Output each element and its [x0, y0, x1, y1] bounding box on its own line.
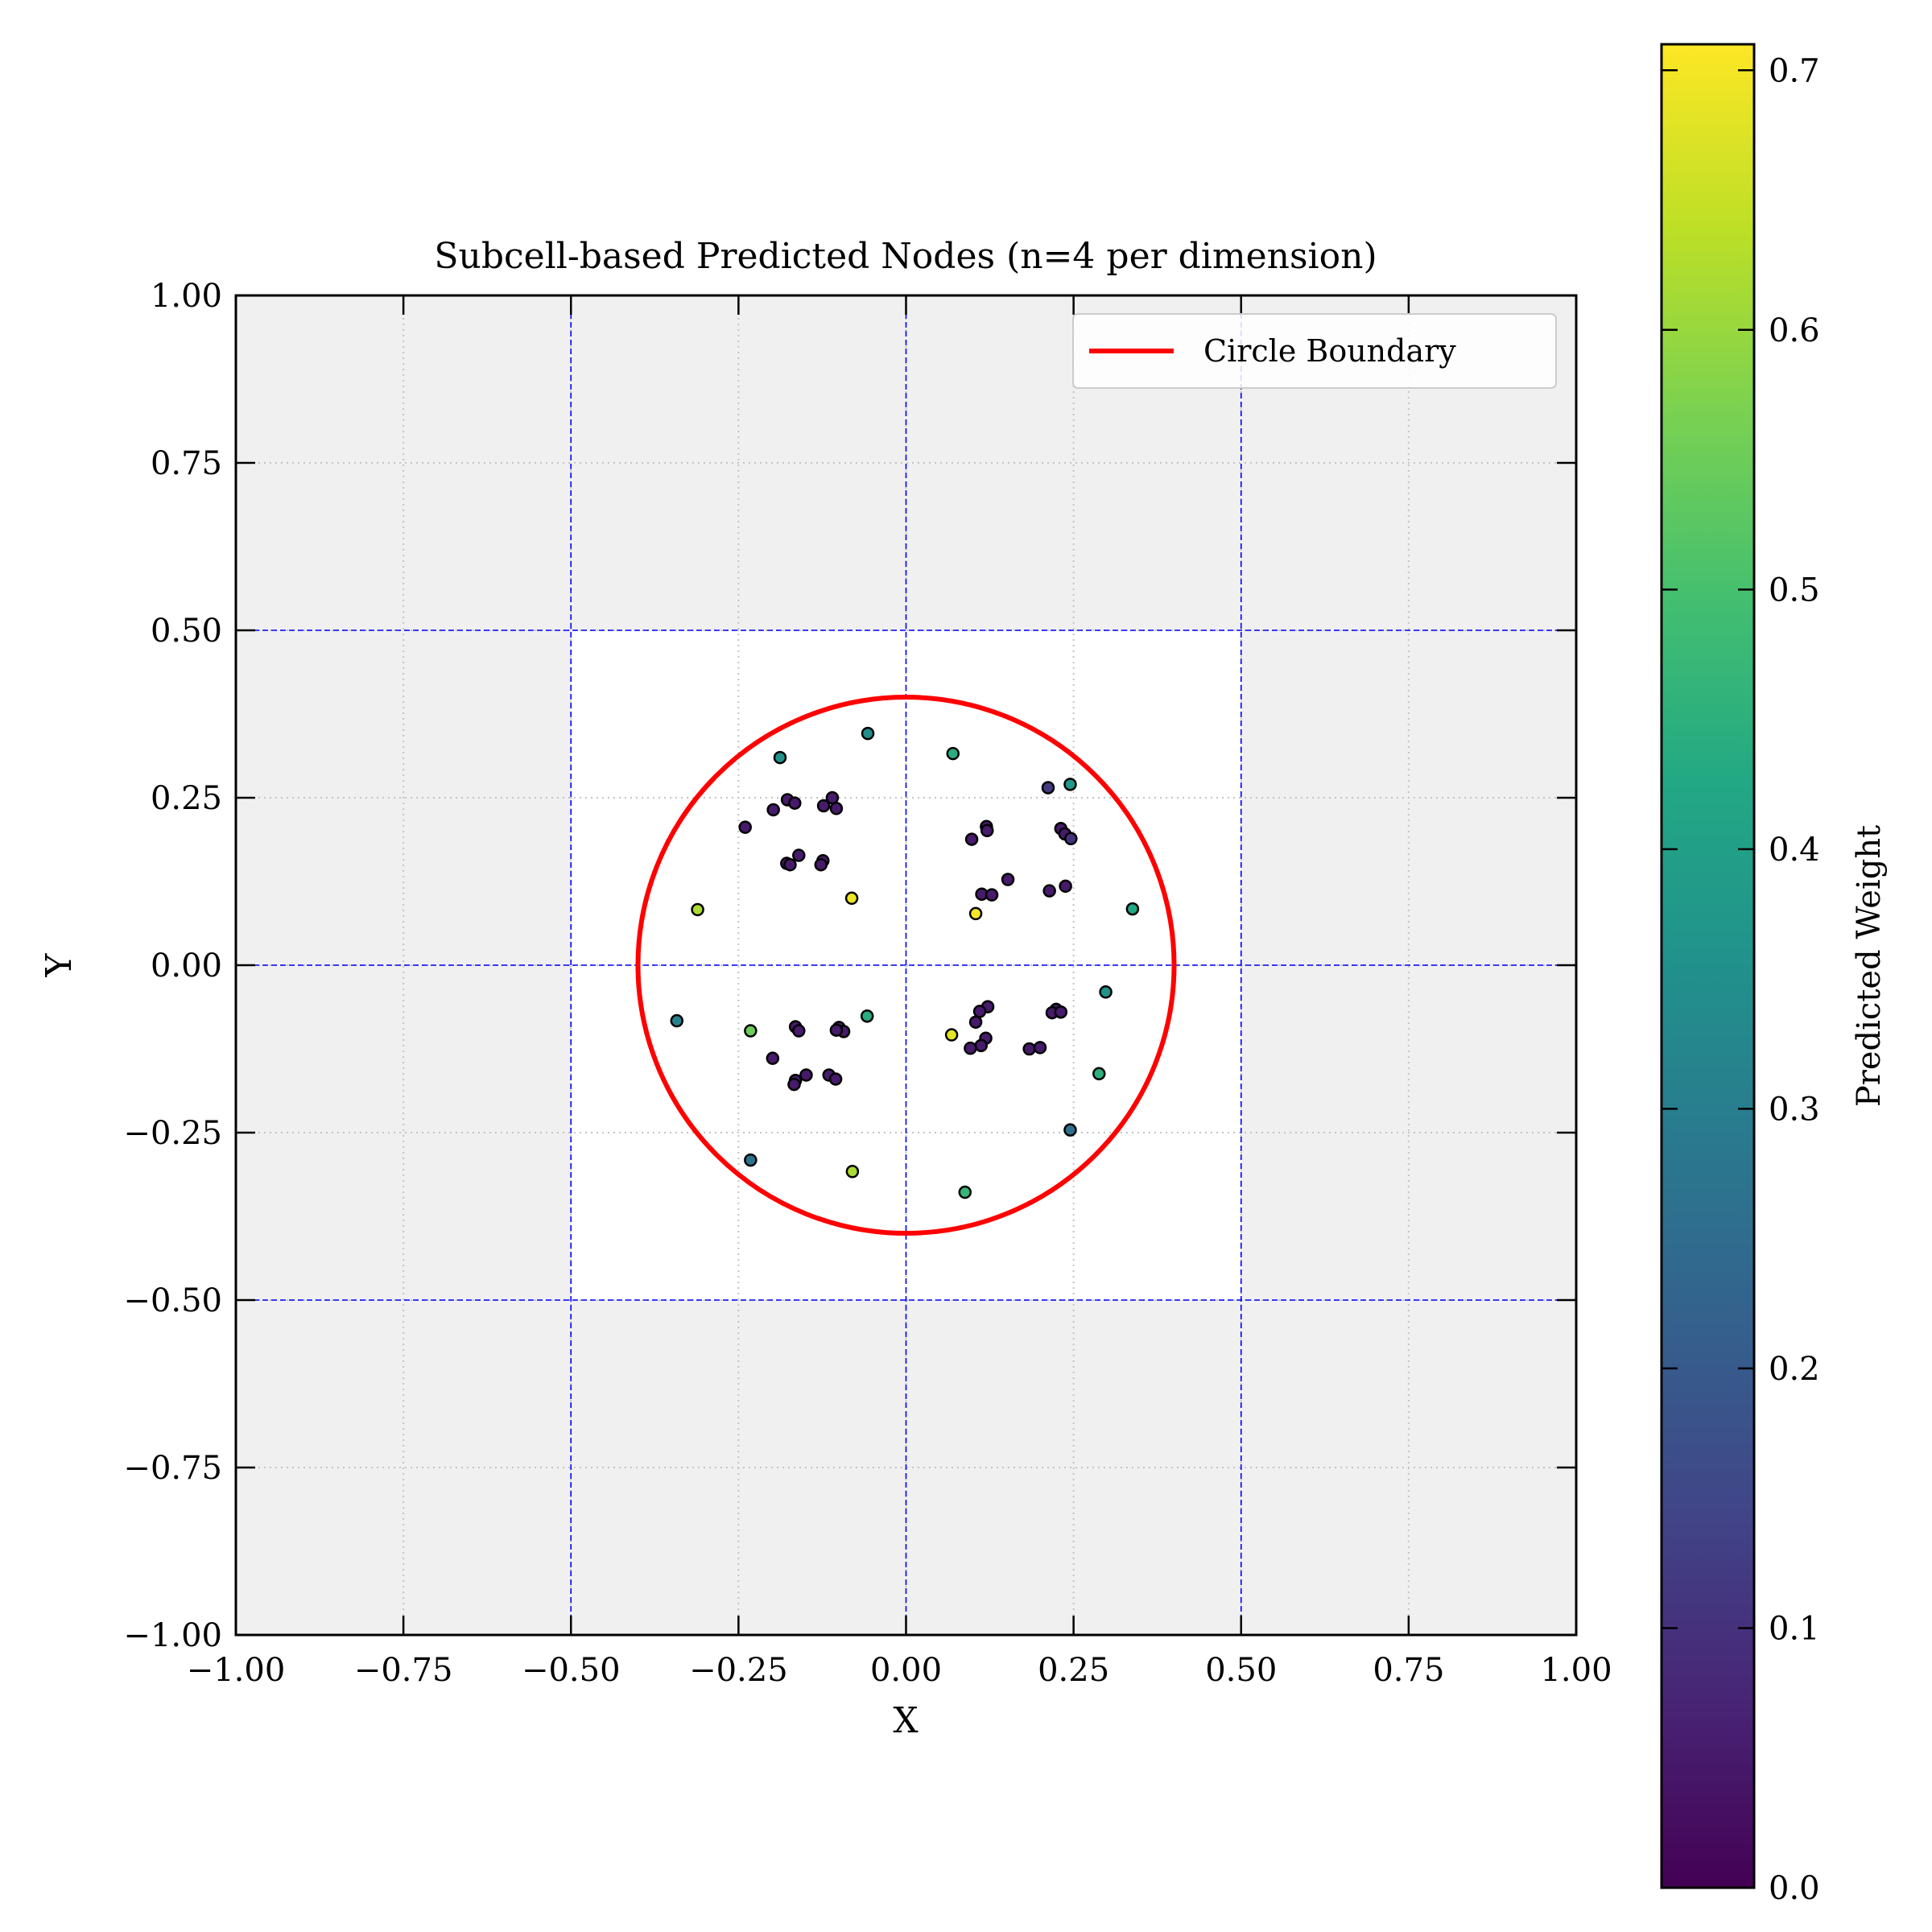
scatter-point [744, 1153, 758, 1167]
scatter-point [814, 857, 828, 872]
scatter-point [670, 1013, 684, 1028]
colorbar-ticks: 0.0 0.1 0.2 0.3 0.4 0.5 0.6 0.7 [1662, 52, 1820, 1907]
scatter-point [1041, 781, 1055, 795]
x-tick-label: −0.75 [354, 1652, 453, 1689]
scatter-point [974, 1038, 988, 1053]
scatter-point [958, 1185, 972, 1199]
legend: Circle Boundary [1072, 313, 1557, 389]
scatter-point [844, 891, 859, 906]
scatter-point [1064, 832, 1078, 846]
y-axis-label: Y [39, 953, 80, 978]
y-tick-label: 0.25 [151, 780, 222, 817]
scatter-point [1001, 873, 1015, 886]
y-tick-label: 0.50 [151, 613, 222, 650]
scatter-point [845, 1165, 860, 1179]
scatter-point [972, 1005, 987, 1018]
legend-box [1072, 313, 1557, 389]
scatter-point [1125, 902, 1140, 916]
scatter-point [1059, 879, 1072, 894]
scatter-point [783, 857, 797, 872]
scatter-point [799, 1068, 813, 1082]
y-tick-label: 0.00 [151, 947, 222, 985]
colorbar-tick-label: 0.1 [1769, 1610, 1820, 1647]
plot-area [234, 294, 1578, 1637]
scatter-point [968, 1015, 983, 1029]
scatter-point [1054, 1005, 1068, 1019]
y-tick-label: 1.00 [151, 278, 222, 315]
x-tick-labels: −1.00 −0.75 −0.50 −0.25 0.00 0.25 0.50 0.75 1.00 [187, 1652, 1612, 1689]
scatter-point [1063, 778, 1077, 791]
y-tick-label: −0.75 [123, 1450, 222, 1487]
colorbar-gradient [1660, 43, 1756, 1889]
x-tick-label: 0.25 [1038, 1652, 1109, 1689]
x-tick-label: 0.00 [870, 1652, 942, 1689]
colorbar-tick-label: 0.3 [1769, 1091, 1820, 1128]
x-axis-label: X [893, 1700, 919, 1741]
scatter-point [944, 1028, 959, 1042]
scatter-point [964, 832, 979, 846]
scatter-point [773, 750, 787, 765]
colorbar-tick-label: 0.0 [1769, 1870, 1820, 1907]
scatter-point [1092, 1067, 1106, 1081]
scatter-point [1042, 884, 1056, 898]
colorbar: 0.0 0.1 0.2 0.3 0.4 0.5 0.6 0.7 Predicted Weigh… [1660, 43, 1888, 1907]
legend-label-circle-boundary: Circle Boundary [1203, 333, 1456, 369]
scatter-point [861, 726, 875, 741]
scatter-point [1063, 1123, 1077, 1137]
scatter-point [829, 802, 844, 815]
scatter-point [828, 1072, 843, 1086]
scatter-point [792, 848, 806, 862]
x-tick-label: −0.25 [689, 1652, 788, 1689]
x-tick-label: −0.50 [522, 1652, 621, 1689]
y-tick-label: −0.25 [123, 1115, 222, 1152]
x-tick-label: −1.00 [187, 1652, 286, 1689]
scatter-point [691, 902, 704, 917]
scatter-point [860, 1009, 874, 1023]
scatter-point [1022, 1042, 1036, 1056]
scatter-point [980, 824, 994, 838]
y-tick-labels: −1.00 −0.75 −0.50 −0.25 0.00 0.25 0.50 0.75 1.00 [123, 278, 222, 1654]
scatter-point [829, 1023, 844, 1037]
scatter-point [787, 1077, 801, 1092]
scatter-point [816, 799, 831, 813]
scatter-point [766, 1051, 780, 1065]
y-tick-label: −0.50 [123, 1282, 222, 1319]
subcell-lines [236, 295, 1576, 1635]
scatter-point [792, 1024, 806, 1038]
scatter-point [738, 820, 752, 834]
scatter-point [1099, 985, 1113, 999]
y-tick-label: 0.75 [151, 445, 222, 482]
scatter-points [670, 726, 1140, 1199]
colorbar-tick-label: 0.6 [1769, 312, 1820, 349]
scatter-point [1033, 1041, 1047, 1055]
colorbar-tick-label: 0.7 [1769, 52, 1820, 89]
scatter-point [985, 888, 999, 902]
axis-ticks [234, 294, 1578, 1637]
scatter-point [968, 906, 983, 921]
scatter-point [946, 746, 960, 761]
colorbar-tick-label: 0.5 [1769, 572, 1820, 609]
x-tick-label: 0.50 [1205, 1652, 1277, 1689]
scatter-point [766, 803, 780, 817]
chart-title: Subcell-based Predicted Nodes (n=4 per d… [434, 236, 1377, 277]
scatter-point [788, 796, 802, 810]
circle-boundary [635, 695, 1177, 1236]
colorbar-tick-label: 0.2 [1769, 1351, 1820, 1388]
colorbar-label: Predicted Weight [1851, 825, 1888, 1107]
x-tick-label: 1.00 [1540, 1652, 1612, 1689]
colorbar-tick-label: 0.4 [1769, 832, 1820, 869]
scatter-point [964, 1041, 977, 1055]
scatter-point [744, 1024, 758, 1038]
y-tick-label: −1.00 [123, 1617, 222, 1654]
x-tick-label: 0.75 [1373, 1652, 1444, 1689]
